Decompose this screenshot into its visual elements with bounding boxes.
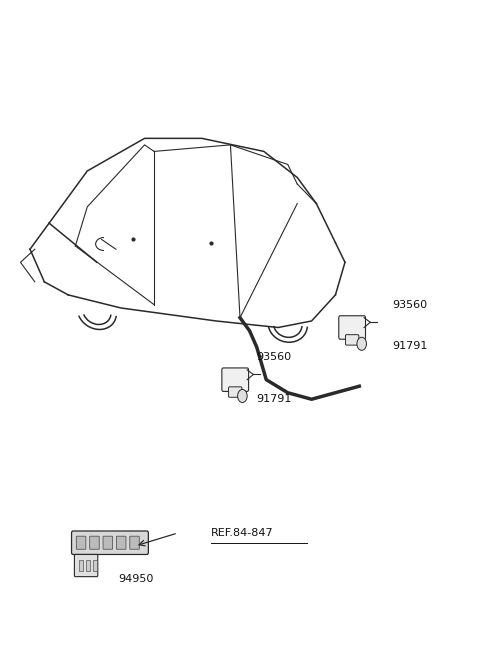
- FancyBboxPatch shape: [74, 555, 98, 576]
- FancyBboxPatch shape: [72, 531, 148, 555]
- FancyBboxPatch shape: [103, 536, 113, 550]
- FancyBboxPatch shape: [76, 536, 86, 550]
- Bar: [86, 559, 90, 571]
- FancyBboxPatch shape: [130, 536, 139, 550]
- Text: 91791: 91791: [393, 341, 428, 351]
- FancyBboxPatch shape: [90, 536, 99, 550]
- Text: 94950: 94950: [118, 574, 154, 584]
- FancyBboxPatch shape: [116, 536, 126, 550]
- Text: 93560: 93560: [257, 352, 292, 362]
- Circle shape: [238, 390, 247, 403]
- FancyBboxPatch shape: [339, 316, 365, 339]
- Bar: [79, 559, 83, 571]
- Bar: [94, 559, 97, 571]
- Text: REF.84-847: REF.84-847: [211, 528, 274, 538]
- Text: 93560: 93560: [393, 300, 428, 310]
- Text: 91791: 91791: [257, 394, 292, 404]
- FancyBboxPatch shape: [346, 335, 359, 345]
- FancyBboxPatch shape: [222, 368, 249, 392]
- FancyBboxPatch shape: [228, 387, 242, 398]
- Circle shape: [357, 337, 366, 350]
